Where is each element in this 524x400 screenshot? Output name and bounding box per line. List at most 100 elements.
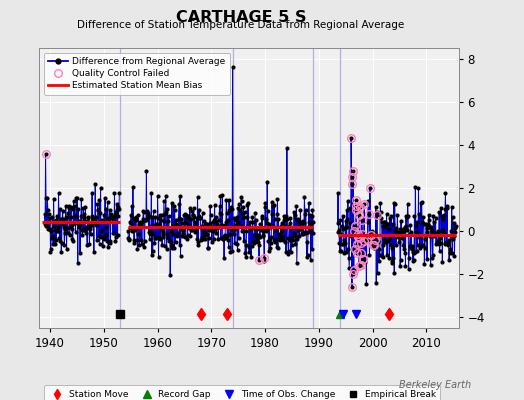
Point — [195, 215, 204, 221]
Point — [292, 216, 300, 223]
Point — [336, 248, 345, 254]
Point — [305, 200, 313, 206]
Point — [219, 236, 227, 242]
Point — [179, 233, 188, 239]
Point — [217, 211, 225, 218]
Point — [205, 227, 213, 234]
Point — [167, 242, 176, 249]
Point — [373, 209, 381, 215]
Point — [127, 212, 135, 218]
Point — [335, 227, 343, 234]
Point — [160, 198, 168, 204]
Point — [204, 245, 213, 251]
Point — [273, 210, 281, 217]
Point — [269, 223, 278, 229]
Point — [380, 239, 389, 245]
Point — [162, 209, 170, 215]
Point — [410, 250, 418, 256]
Point — [250, 240, 258, 246]
Point — [211, 202, 219, 208]
Point — [352, 197, 360, 204]
Point — [176, 193, 184, 199]
Point — [377, 208, 385, 215]
Point — [98, 227, 106, 233]
Point — [155, 234, 163, 240]
Point — [247, 254, 255, 261]
Point — [125, 237, 133, 244]
Point — [336, 247, 344, 254]
Point — [239, 238, 248, 244]
Point — [248, 219, 257, 225]
Point — [251, 210, 259, 216]
Point — [381, 224, 390, 230]
Point — [227, 226, 235, 232]
Point — [191, 219, 200, 226]
Point — [379, 254, 388, 260]
Point — [202, 220, 210, 227]
Point — [379, 223, 387, 229]
Point — [141, 216, 150, 223]
Point — [417, 243, 425, 250]
Point — [433, 240, 442, 246]
Point — [286, 237, 294, 244]
Point — [356, 240, 365, 246]
Point — [70, 198, 78, 204]
Point — [220, 255, 228, 262]
Point — [72, 213, 80, 220]
Point — [244, 223, 252, 229]
Point — [99, 218, 107, 224]
Point — [246, 224, 255, 231]
Point — [376, 252, 384, 258]
Point — [401, 263, 410, 269]
Point — [130, 217, 139, 223]
Point — [196, 224, 205, 230]
Point — [151, 214, 159, 220]
Point — [423, 225, 432, 231]
Point — [67, 204, 75, 210]
Point — [184, 213, 192, 220]
Point — [83, 214, 92, 221]
Point — [252, 232, 260, 238]
Point — [50, 222, 58, 229]
Point — [270, 202, 279, 208]
Point — [271, 227, 280, 233]
Point — [279, 237, 287, 244]
Point — [145, 213, 153, 219]
Point — [64, 229, 72, 236]
Point — [449, 236, 457, 242]
Point — [232, 222, 240, 229]
Point — [172, 217, 180, 224]
Point — [107, 214, 115, 221]
Point — [248, 214, 257, 220]
Point — [101, 195, 110, 201]
Point — [337, 240, 346, 247]
Point — [43, 207, 52, 213]
Point — [59, 216, 67, 222]
Point — [167, 228, 175, 234]
Point — [180, 212, 188, 218]
Point — [443, 241, 452, 248]
Point — [291, 240, 300, 247]
Point — [189, 212, 197, 218]
Point — [339, 226, 347, 232]
Point — [265, 248, 273, 254]
Point — [380, 219, 388, 225]
Point — [309, 230, 318, 236]
Point — [279, 232, 288, 239]
Point — [93, 237, 101, 243]
Point — [200, 218, 209, 224]
Point — [95, 233, 103, 239]
Point — [333, 220, 342, 226]
Point — [80, 211, 89, 217]
Point — [73, 260, 82, 266]
Point — [133, 225, 141, 232]
Point — [216, 192, 225, 199]
Point — [94, 206, 103, 213]
Point — [446, 250, 454, 256]
Point — [102, 224, 110, 230]
Point — [138, 219, 147, 225]
Point — [292, 203, 301, 209]
Point — [114, 212, 123, 219]
Point — [53, 223, 62, 230]
Point — [42, 195, 50, 202]
